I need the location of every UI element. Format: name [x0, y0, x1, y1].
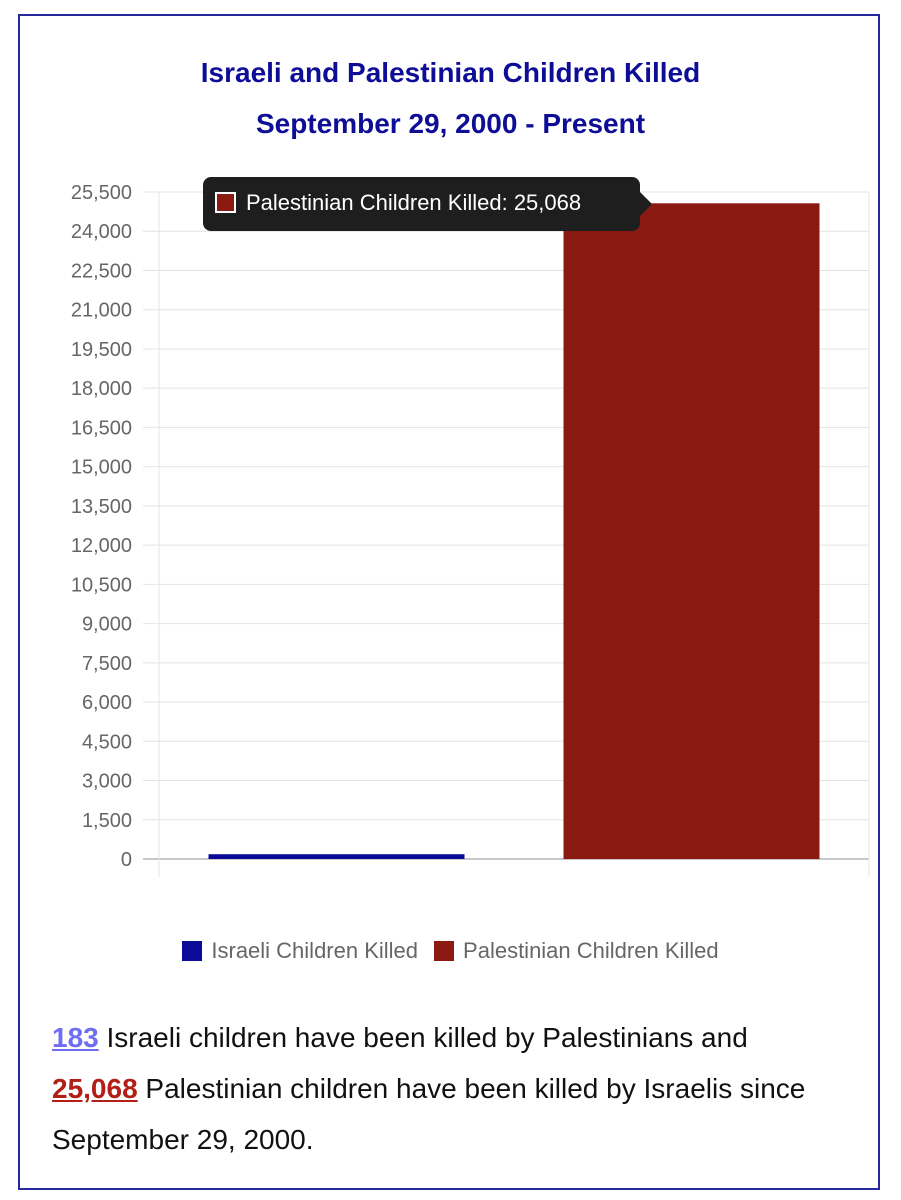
- y-tick-label: 4,500: [82, 731, 132, 753]
- chart-legend: Israeli Children Killed Palestinian Child…: [0, 938, 901, 968]
- y-tick-label: 16,500: [71, 417, 132, 439]
- legend-item-palestinian[interactable]: Palestinian Children Killed: [434, 938, 719, 964]
- y-tick-label: 22,500: [71, 260, 132, 282]
- y-tick-label: 25,500: [71, 182, 132, 204]
- y-tick-label: 19,500: [71, 339, 132, 361]
- y-axis-tick-labels: 25,500 24,000 22,500 21,000 19,500 18,000 16,5…: [71, 182, 132, 871]
- legend-swatch: [182, 941, 203, 961]
- y-tick-label: 9,000: [82, 614, 132, 636]
- legend-item-israeli[interactable]: Israeli Children Killed: [182, 938, 418, 964]
- legend-label: Israeli Children Killed: [211, 938, 419, 963]
- y-tick-label: 13,500: [71, 496, 132, 518]
- bar-chart: 25,500 24,000 22,500 21,000 19,500 18,000 16,5…: [71, 182, 870, 877]
- caption-palestinian-text: Palestinian children have been killed by…: [52, 1073, 806, 1155]
- tooltip-text: Palestinian Children Killed: 25,068: [246, 190, 582, 215]
- chart-tooltip: Palestinian Children Killed: 25,068: [203, 177, 652, 231]
- israeli-count-link[interactable]: 183: [52, 1022, 99, 1053]
- legend-label: Palestinian Children Killed: [463, 938, 719, 963]
- y-tick-label: 1,500: [82, 810, 132, 832]
- legend-swatch: [434, 941, 455, 961]
- chart-gridlines: [143, 191, 870, 877]
- tooltip-color-swatch: [215, 192, 236, 213]
- y-tick-label: 6,000: [82, 692, 132, 714]
- chart-subtitle: September 29, 2000 - Present: [255, 108, 646, 139]
- y-tick-label: 24,000: [71, 221, 132, 243]
- chart-title: Israeli and Palestinian Children Killed: [200, 57, 701, 88]
- y-tick-label: 21,000: [71, 300, 132, 322]
- y-tick-label: 0: [121, 849, 132, 871]
- y-tick-label: 10,500: [71, 574, 132, 596]
- y-tick-label: 15,000: [71, 457, 132, 479]
- chart-bars: [208, 203, 820, 860]
- y-tick-label: 3,000: [82, 771, 132, 793]
- y-tick-label: 18,000: [71, 378, 132, 400]
- bar-palestinian-children-killed[interactable]: [563, 203, 820, 860]
- bar-israeli-children-killed[interactable]: [208, 854, 465, 859]
- palestinian-count-link[interactable]: 25,068: [52, 1073, 138, 1104]
- caption-text: 183 Israeli children have been killed by…: [52, 1012, 862, 1165]
- y-tick-label: 7,500: [82, 653, 132, 675]
- y-tick-label: 12,000: [71, 535, 132, 557]
- caption-israeli-text: Israeli children have been killed by Pal…: [98, 1022, 748, 1053]
